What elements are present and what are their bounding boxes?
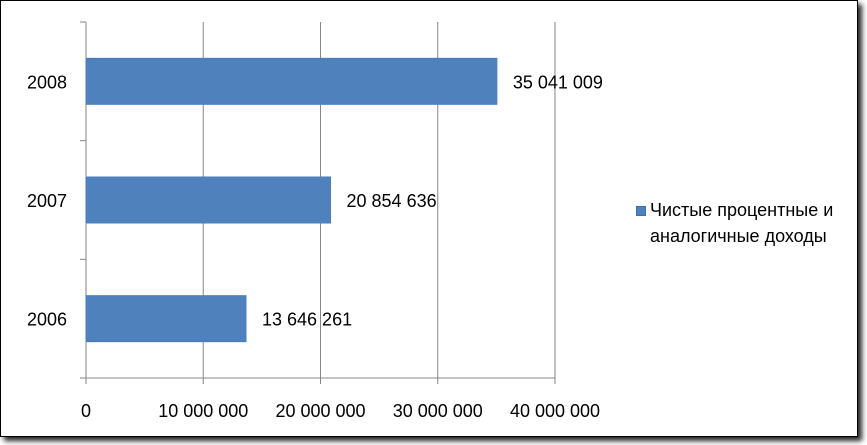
- legend: Чистые процентные и аналогичные доходы: [636, 197, 848, 251]
- category-label-2008: 2008: [27, 72, 67, 92]
- data-label-2007: 20 854 636: [347, 191, 437, 211]
- x-tick-label: 20 000 000: [275, 401, 365, 421]
- legend-label: Чистые процентные и аналогичные доходы: [650, 200, 834, 246]
- data-label-2008: 35 041 009: [513, 72, 603, 92]
- x-tick-label: 40 000 000: [510, 401, 600, 421]
- x-tick-label: 0: [81, 401, 91, 421]
- legend-swatch: [636, 206, 646, 216]
- chart-frame: 0 10 000 000 20 000 000 30 000 000 40 000 00…: [0, 0, 858, 437]
- bar-chart: 0 10 000 000 20 000 000 30 000 000 40 000 00…: [27, 21, 603, 421]
- x-tick-label: 30 000 000: [393, 401, 483, 421]
- bar-2006: [85, 295, 247, 343]
- bar-2008: [85, 57, 498, 105]
- category-label-2007: 2007: [27, 191, 67, 211]
- category-label-2006: 2006: [27, 310, 67, 330]
- x-tick-label: 10 000 000: [158, 401, 248, 421]
- bar-2007: [85, 176, 332, 224]
- data-label-2006: 13 646 261: [262, 310, 352, 330]
